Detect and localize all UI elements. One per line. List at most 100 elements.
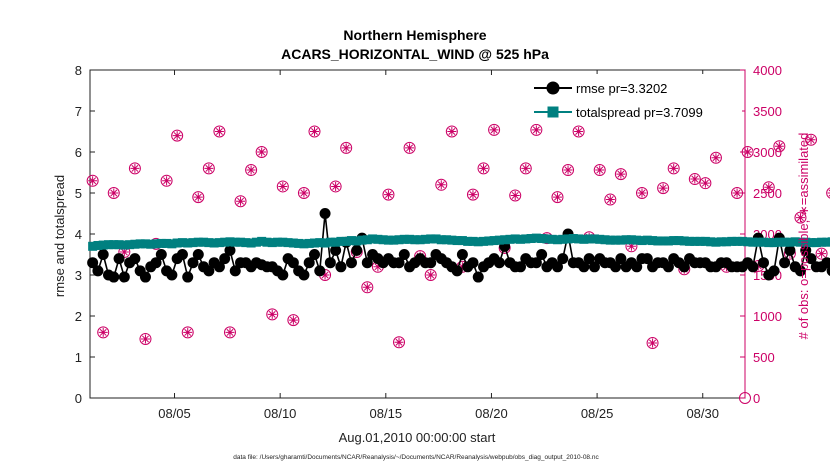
totalspread-point (473, 237, 483, 247)
obs-possible-point (731, 187, 744, 199)
totalspread-point (674, 236, 684, 246)
rmse-point (213, 261, 225, 273)
rmse-point (784, 244, 796, 256)
totalspread-point (193, 237, 203, 247)
obs-assimilated-point (817, 249, 827, 259)
obs-possible-point (593, 164, 606, 177)
totalspread-point (304, 238, 314, 248)
obs-assimilated-point (774, 141, 784, 151)
totalspread-point (785, 237, 795, 247)
obs-assimilated-point (246, 165, 256, 175)
totalspread-point (584, 234, 594, 244)
totalspread-point (463, 236, 473, 246)
obs-assimilated-point (193, 192, 203, 202)
obs-assimilated-point (711, 153, 721, 163)
obs-assimilated-point (764, 182, 774, 192)
rmse-point (805, 253, 817, 265)
totalspread-point (315, 238, 325, 248)
legend-rmse-label: rmse pr=3.3202 (576, 81, 667, 96)
totalspread-point (426, 234, 436, 244)
chart-subtitle: ACARS_HORIZONTAL_WIND @ 525 hPa (281, 46, 549, 62)
totalspread-point (790, 237, 800, 247)
rmse-point (641, 253, 653, 265)
obs-possible-point (234, 195, 247, 208)
obs-assimilated-point (479, 163, 489, 173)
totalspread-point (378, 235, 388, 245)
rmse-point (277, 269, 289, 281)
totalspread-point (822, 237, 830, 247)
obs-possible-point (107, 187, 120, 199)
rmse-point (87, 257, 99, 269)
rmse-point (493, 257, 505, 269)
totalspread-point (764, 238, 774, 248)
totalspread-point (679, 236, 689, 246)
obs-assimilated-point (669, 163, 679, 173)
rmse-point (536, 249, 548, 260)
rmse-point (794, 265, 806, 277)
obs-assimilated-point (383, 190, 393, 200)
obs-possible-point (276, 180, 289, 193)
rmse-point (678, 261, 690, 273)
obs-possible-point (97, 326, 110, 339)
obs-assimilated-point (98, 327, 108, 337)
totalspread-point (621, 235, 631, 245)
totalspread-point (685, 236, 695, 246)
totalspread-point (568, 234, 578, 244)
rmse-point (398, 249, 410, 260)
obs-possible-point (794, 211, 807, 224)
obs-assimilated-point (648, 338, 658, 348)
obs-assimilated-point (468, 190, 478, 200)
totalspread-point (325, 237, 335, 247)
totalspread-point (442, 235, 452, 245)
totalspread-point (362, 235, 372, 245)
rmse-point (176, 249, 188, 260)
totalspread-point (283, 238, 293, 248)
rmse-point (113, 253, 125, 265)
totalspread-point (795, 237, 805, 247)
totalspread-point (510, 234, 520, 244)
obs-assimilated-point (574, 127, 584, 136)
rmse-point (182, 271, 194, 283)
totalspread-point (637, 236, 647, 246)
rmse-point (108, 271, 120, 283)
rmse-point (150, 257, 162, 269)
rmse-point (219, 253, 231, 265)
totalspread-point (806, 238, 816, 248)
x-tick-label: 08/30 (686, 406, 719, 421)
totalspread-point (236, 237, 246, 247)
obs-possible-point (393, 336, 406, 349)
totalspread-point (500, 235, 510, 245)
rmse-point (351, 244, 363, 256)
totalspread-point (711, 237, 721, 247)
y-right-tick-label: 2500 (753, 186, 782, 201)
obs-assimilated-point (605, 195, 615, 205)
x-tick-label: 08/25 (581, 406, 614, 421)
totalspread-point (479, 236, 489, 246)
rmse-point (768, 265, 780, 277)
totalspread-point (320, 238, 330, 248)
y-left-tick-label: 0 (75, 391, 82, 406)
obs-possible-point (699, 177, 712, 190)
obs-possible-point (551, 191, 564, 204)
rmse-point (166, 269, 178, 281)
rmse-point (515, 261, 527, 273)
totalspread-point (225, 237, 235, 247)
y-left-tick-label: 4 (75, 227, 82, 242)
x-tick-label: 08/15 (370, 406, 403, 421)
obs-possible-point (739, 392, 751, 404)
rmse-point (551, 261, 563, 273)
totalspread-point (727, 236, 737, 246)
rmse-point (578, 261, 590, 273)
obs-assimilated-point (616, 169, 626, 179)
totalspread-point (119, 240, 129, 250)
totalspread-point (457, 236, 467, 246)
totalspread-point (177, 238, 187, 248)
totalspread-point (183, 238, 193, 248)
obs-possible-point (530, 123, 543, 136)
totalspread-point (579, 234, 589, 244)
totalspread-point (547, 234, 557, 244)
legend: rmse pr=3.3202 totalspread pr=3.7099 (527, 74, 742, 124)
totalspread-point (663, 236, 673, 246)
y-right-tick-label: 4000 (753, 63, 782, 78)
obs-possible-point (340, 141, 353, 154)
